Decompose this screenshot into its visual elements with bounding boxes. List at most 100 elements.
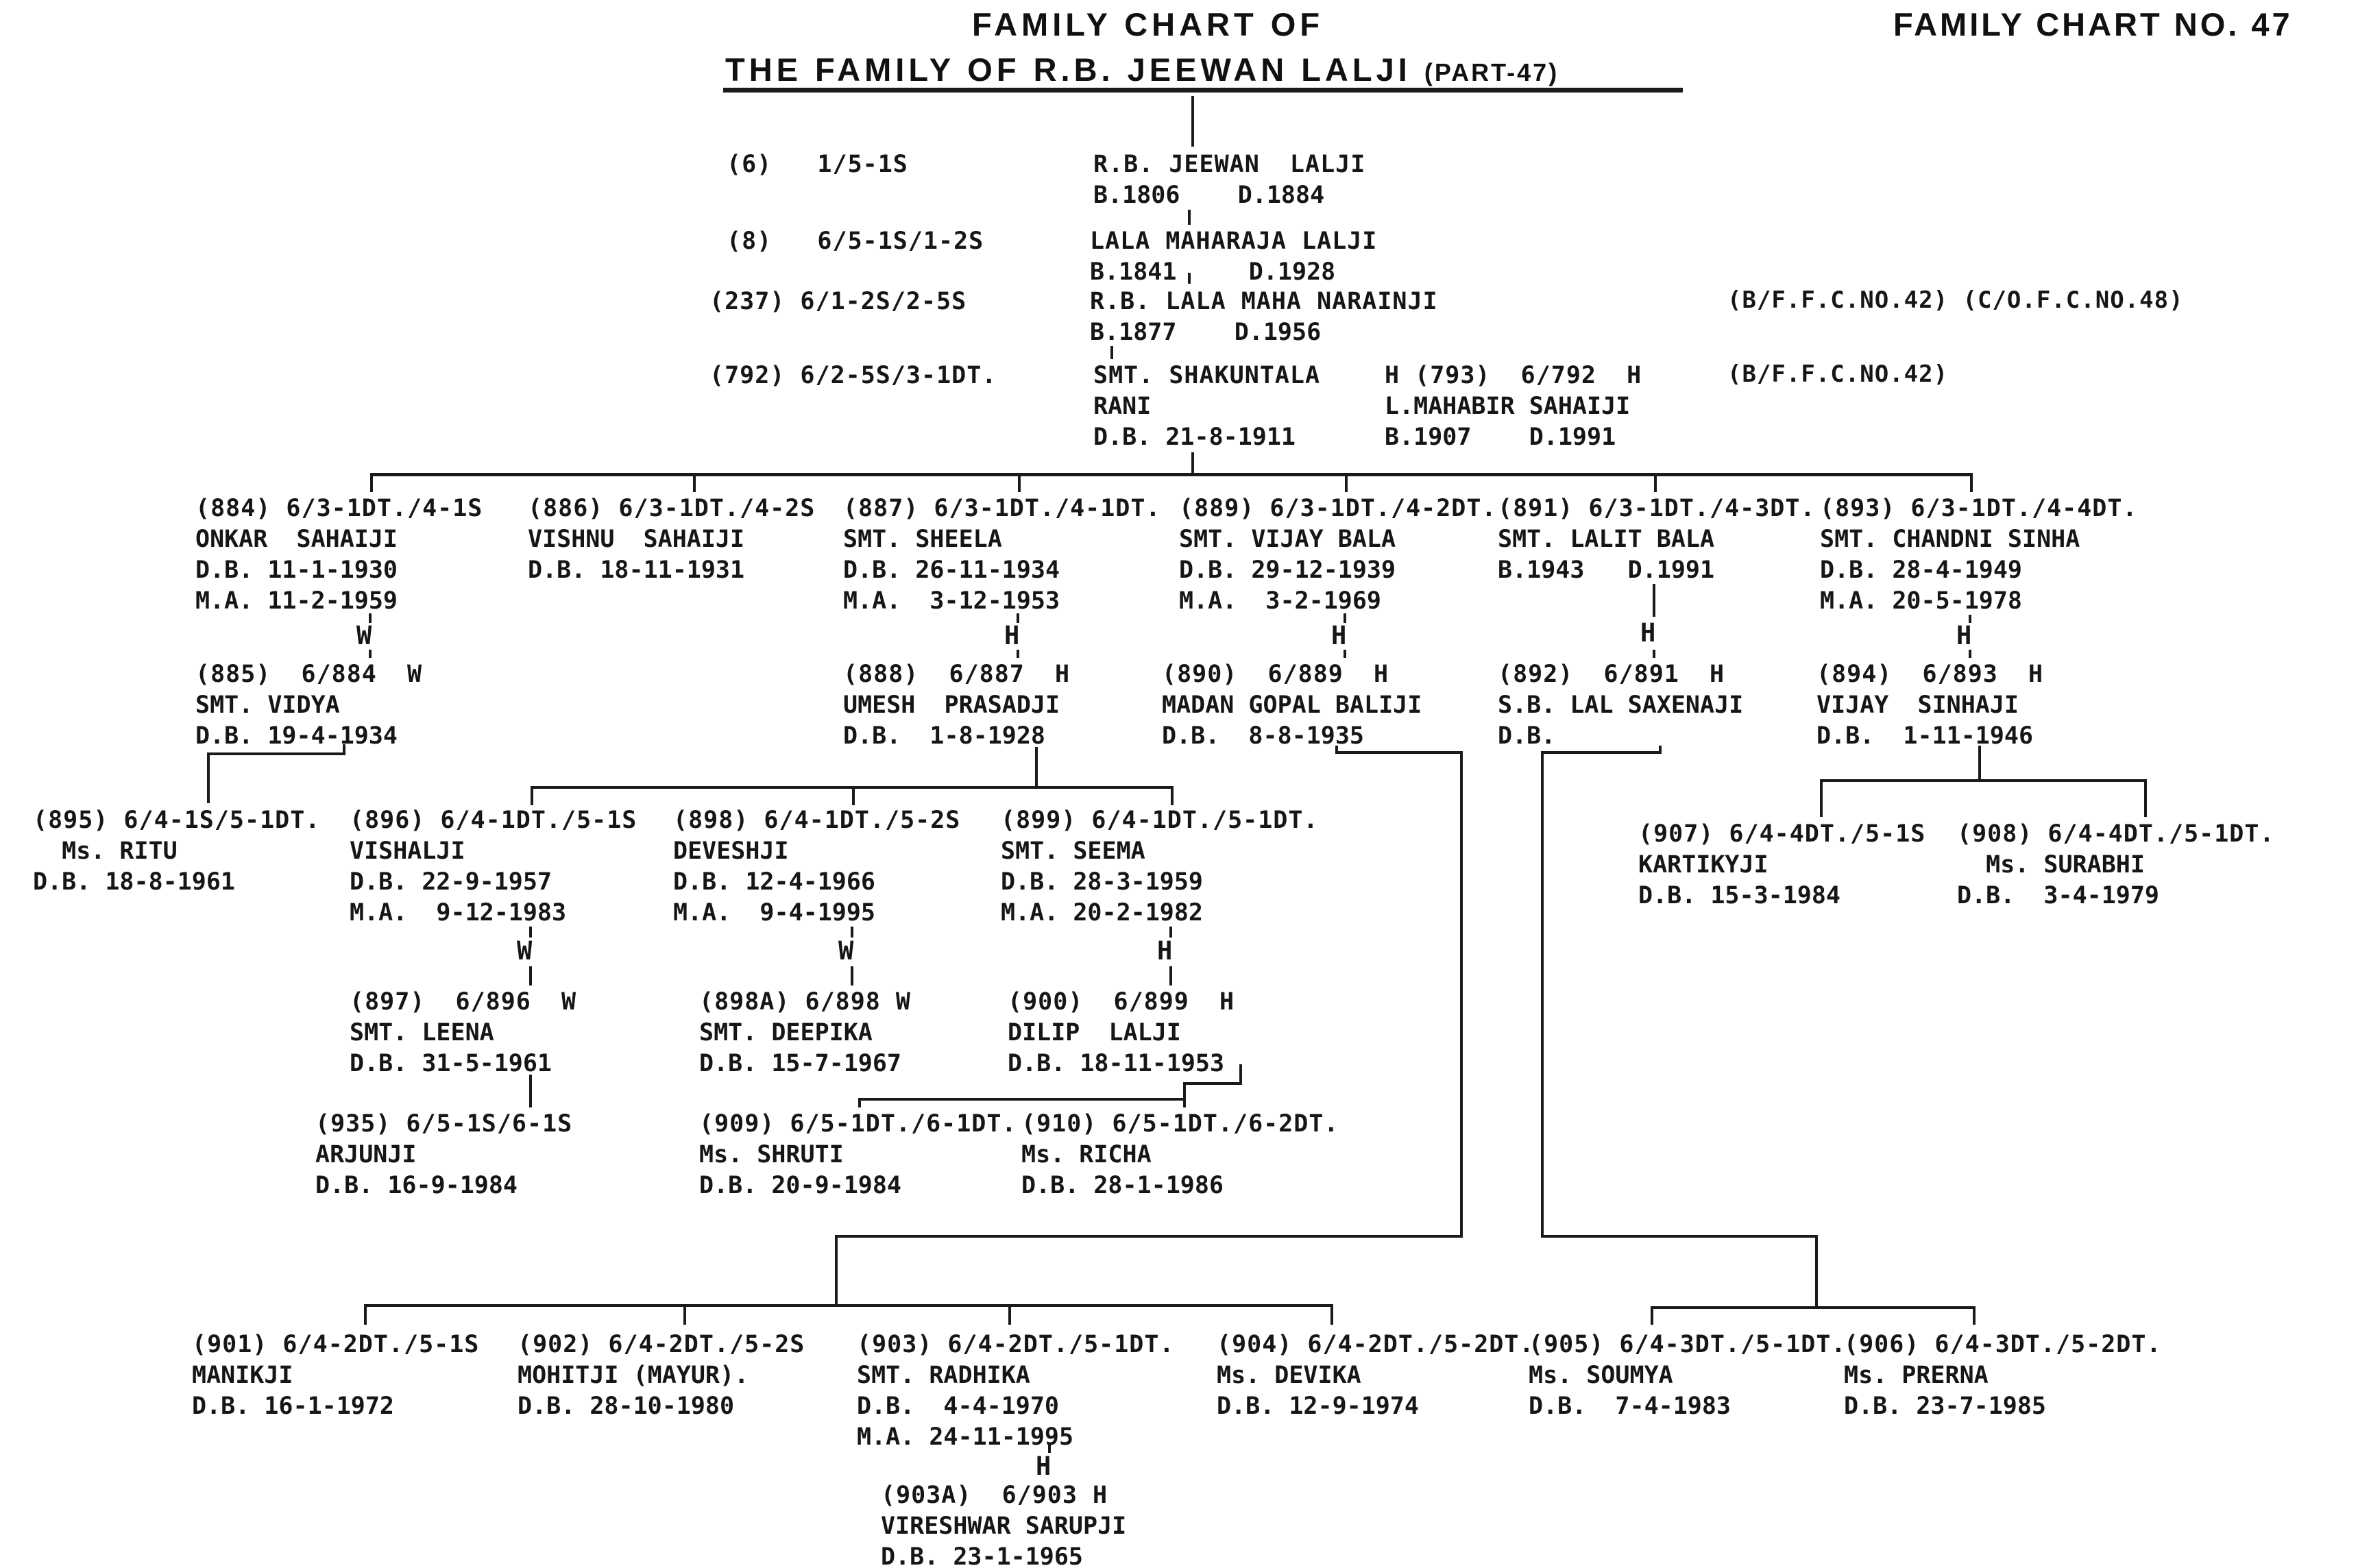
person-code: R.B. JEEWAN LALJI	[1093, 151, 1366, 178]
person-detail: Ms. RITU	[33, 837, 178, 865]
person-detail: D.B. 26-11-1934	[843, 556, 1060, 584]
tree-connector-line	[1048, 1445, 1051, 1453]
person-detail: SMT. VIJAY BALA	[1179, 526, 1396, 553]
marriage-letter-h: H	[1331, 621, 1347, 650]
tree-connector-line	[693, 473, 696, 492]
marriage-letter-h: H	[1004, 621, 1020, 650]
person-detail: M.A. 20-5-1978	[1820, 587, 2023, 615]
person-detail: D.B. 16-9-1984	[315, 1172, 518, 1199]
person-code: (886) 6/3-1DT./4-2S	[528, 495, 816, 522]
tree-connector-line	[1541, 751, 1544, 1236]
person-code: (891) 6/3-1DT./4-3DT.	[1498, 495, 1816, 522]
person-detail: KARTIKYJI	[1638, 851, 1768, 879]
person-code: (903A) 6/903 H	[881, 1482, 1108, 1509]
tree-connector-line	[1541, 751, 1662, 754]
person-code: (905) 6/4-3DT./5-1DT.	[1529, 1331, 1847, 1358]
chart-title-part: (PART-47)	[1424, 58, 1559, 86]
person-detail: D.B. 12-4-1966	[673, 868, 876, 896]
person-detail: SMT. CHANDNI SINHA	[1820, 526, 2080, 553]
person-detail: L.MAHABIR SAHAIJI	[1385, 393, 1631, 420]
person-code: (903) 6/4-2DT./5-1DT.	[857, 1331, 1175, 1358]
chart-title-line2-text: THE FAMILY OF R.B. JEEWAN LALJI	[725, 51, 1424, 88]
person-detail: D.B. 11-1-1930	[195, 556, 398, 584]
tree-connector-line	[1460, 751, 1463, 1236]
tree-connector-line	[1978, 746, 1981, 782]
person-detail: MOHITJI (MAYUR).	[518, 1362, 749, 1389]
chart-number: FAMILY CHART NO. 47	[1893, 6, 2293, 42]
person-code: (904) 6/4-2DT./5-2DT.	[1217, 1331, 1535, 1358]
tree-connector-line	[369, 613, 372, 623]
tree-connector-line	[1017, 613, 1019, 623]
person-899: (899) 6/4-1DT./5-1DT. SMT. SEEMA D.B. 28-3…	[1001, 805, 1319, 929]
person-898: (898) 6/4-1DT./5-2S DEVESHJI D.B. 12-4-196…	[673, 805, 960, 929]
person-885: (885) 6/884 W SMT. VIDYA D.B. 19-4-1934	[195, 659, 422, 752]
person-detail: SMT. SHEELA	[843, 526, 1002, 553]
person-code: (792) 6/2-5S/3-1DT.	[709, 362, 997, 389]
person-908: (908) 6/4-4DT./5-1DT. Ms. SURABHI D.B. 3-…	[1957, 819, 2275, 911]
person-detail: D.B. 1-8-1928	[843, 722, 1046, 750]
person-detail: Ms. RICHA	[1021, 1141, 1152, 1168]
person-detail: S.B. LAL SAXENAJI	[1498, 691, 1744, 719]
tree-connector-line	[835, 1235, 1463, 1238]
person-detail: ARJUNJI	[315, 1141, 417, 1168]
tree-connector-line	[207, 752, 210, 803]
tree-connector-line	[1651, 1306, 1976, 1309]
person-detail: M.A. 3-2-1969	[1179, 587, 1382, 615]
tree-connector-line	[370, 473, 1973, 476]
person-detail: D.B. 3-4-1979	[1957, 882, 2160, 909]
marriage-letter-h: H	[1640, 618, 1656, 648]
person-code: (908) 6/4-4DT./5-1DT.	[1957, 820, 2275, 848]
person-detail: Ms. DEVIKA	[1217, 1362, 1361, 1389]
person-903A: (903A) 6/903 H VIRESHWAR SARUPJI D.B. 23-1…	[881, 1480, 1126, 1568]
marriage-letter-h: H	[1956, 621, 1972, 650]
tree-connector-line	[1820, 779, 1823, 817]
person-code: SMT. SHAKUNTALA	[1093, 362, 1321, 389]
person-detail: M.A. 24-11-1995	[857, 1423, 1074, 1451]
code-237: (237) 6/1-2S/2-5S	[709, 286, 967, 317]
person-detail: M.A. 20-2-1982	[1001, 899, 1204, 927]
person-code: (6) 1/5-1S	[727, 151, 908, 178]
person-890: (890) 6/889 H MADAN GOPAL BALIJI D.B. 8-8-…	[1162, 659, 1422, 752]
person-detail: M.A. 3-12-1953	[843, 587, 1060, 615]
code-8: (8) 6/5-1S/1-2S	[727, 226, 984, 257]
tree-connector-line	[1345, 473, 1348, 492]
person-detail: Ms. SURABHI	[1957, 851, 2145, 879]
person-code: (896) 6/4-1DT./5-1S	[350, 807, 637, 834]
person-code: (909) 6/5-1DT./6-1DT.	[699, 1110, 1017, 1138]
person-detail: D.B. 28-10-1980	[518, 1393, 735, 1420]
person-detail: Ms. SHRUTI	[699, 1141, 844, 1168]
person-detail: VISHALJI	[350, 837, 465, 865]
person-detail: SMT. VIDYA	[195, 691, 340, 719]
tree-connector-line	[1654, 473, 1657, 492]
person-code: (8) 6/5-1S/1-2S	[727, 228, 984, 255]
person-detail: D.B. 1-11-1946	[1816, 722, 2034, 750]
person-code: (900) 6/899 H	[1008, 988, 1235, 1016]
person-detail: B.1806 D.1884	[1093, 182, 1325, 209]
tree-connector-line	[1659, 746, 1662, 754]
person-detail: B.1877 D.1956	[1090, 319, 1322, 346]
person-904: (904) 6/4-2DT./5-2DT. Ms. DEVIKA D.B. 12-9…	[1217, 1330, 1535, 1422]
person-detail: D.B. 29-12-1939	[1179, 556, 1396, 584]
person-891: (891) 6/3-1DT./4-3DT. SMT. LALIT BALA B.19…	[1498, 493, 1816, 586]
tree-connector-line	[1018, 473, 1021, 492]
person-903: (903) 6/4-2DT./5-1DT. SMT. RADHIKA D.B. 4-…	[857, 1330, 1175, 1453]
tree-connector-line	[1541, 1235, 1818, 1238]
person-detail: D.B. 19-4-1934	[195, 722, 398, 750]
person-detail: D.B. 16-1-1972	[192, 1393, 395, 1420]
tree-connector-line	[1008, 1304, 1011, 1325]
person-detail: D.B. 15-7-1967	[699, 1050, 902, 1077]
person-detail: M.A. 9-4-1995	[673, 899, 876, 927]
person-detail: D.B. 28-4-1949	[1820, 556, 2023, 584]
tree-connector-line	[1653, 650, 1655, 658]
person-detail: D.B. 12-9-1974	[1217, 1393, 1420, 1420]
person-code: (906) 6/4-3DT./5-2DT.	[1844, 1331, 2162, 1358]
person-code: H (793) 6/792 H	[1385, 362, 1642, 389]
tree-connector-line	[858, 1098, 1186, 1101]
tree-connector-line	[1815, 1235, 1818, 1308]
person-detail: D.B. 22-9-1957	[350, 868, 552, 896]
person-detail: D.B. 8-8-1935	[1162, 722, 1365, 750]
tree-connector-line	[1183, 1082, 1186, 1099]
person-898A: (898A) 6/898 W SMT. DEEPIKA D.B. 15-7-1967	[699, 987, 911, 1079]
person-detail: D.B. 28-1-1986	[1021, 1172, 1224, 1199]
person-code: LALA MAHARAJA LALJI	[1090, 228, 1378, 255]
